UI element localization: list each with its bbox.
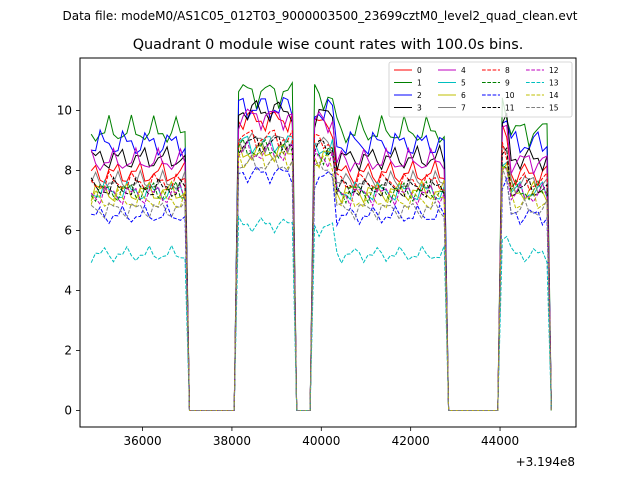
legend-label-13: 13 [549, 79, 559, 88]
legend-label-3: 3 [417, 104, 422, 113]
legend-label-9: 9 [505, 79, 510, 88]
legend-label-0: 0 [417, 66, 422, 75]
y-tick-label: 8 [64, 164, 72, 178]
figure-suptitle: Data file: modeM0/AS1C05_012T03_90000035… [62, 9, 577, 23]
legend-label-8: 8 [505, 66, 510, 75]
y-tick-label: 4 [64, 284, 72, 298]
x-tick-label: 44000 [481, 434, 519, 448]
legend-label-15: 15 [549, 104, 559, 113]
chart-title: Quadrant 0 module wise count rates with … [133, 37, 524, 53]
legend-label-6: 6 [461, 91, 466, 100]
x-tick-label: 38000 [213, 434, 251, 448]
series-line-14 [90, 150, 552, 411]
y-tick-label: 0 [64, 404, 72, 418]
legend-label-11: 11 [505, 104, 515, 113]
legend-label-12: 12 [549, 66, 559, 75]
x-axis-offset-label: +3.194e8 [516, 455, 575, 469]
plot-area [79, 57, 577, 428]
legend-label-7: 7 [461, 104, 466, 113]
legend-label-14: 14 [549, 91, 559, 100]
y-tick-label: 2 [64, 344, 72, 358]
legend-frame [388, 61, 573, 118]
series-line-15 [90, 153, 552, 411]
y-tick-label: 6 [64, 224, 72, 238]
y-axis: 0 2 4 6 8 10 [57, 104, 80, 418]
legend-label-5: 5 [461, 79, 466, 88]
series-layer [90, 81, 552, 411]
legend-label-1: 1 [417, 79, 422, 88]
legend-label-4: 4 [461, 66, 466, 75]
x-tick-label: 42000 [392, 434, 430, 448]
x-tick-label: 36000 [123, 434, 161, 448]
x-tick-label: 40000 [302, 434, 340, 448]
y-tick-label: 10 [57, 104, 72, 118]
axes-frame [79, 57, 577, 428]
legend-label-2: 2 [417, 91, 422, 100]
legend-label-10: 10 [505, 91, 515, 100]
x-axis: 36000 38000 40000 42000 44000 [123, 427, 519, 448]
